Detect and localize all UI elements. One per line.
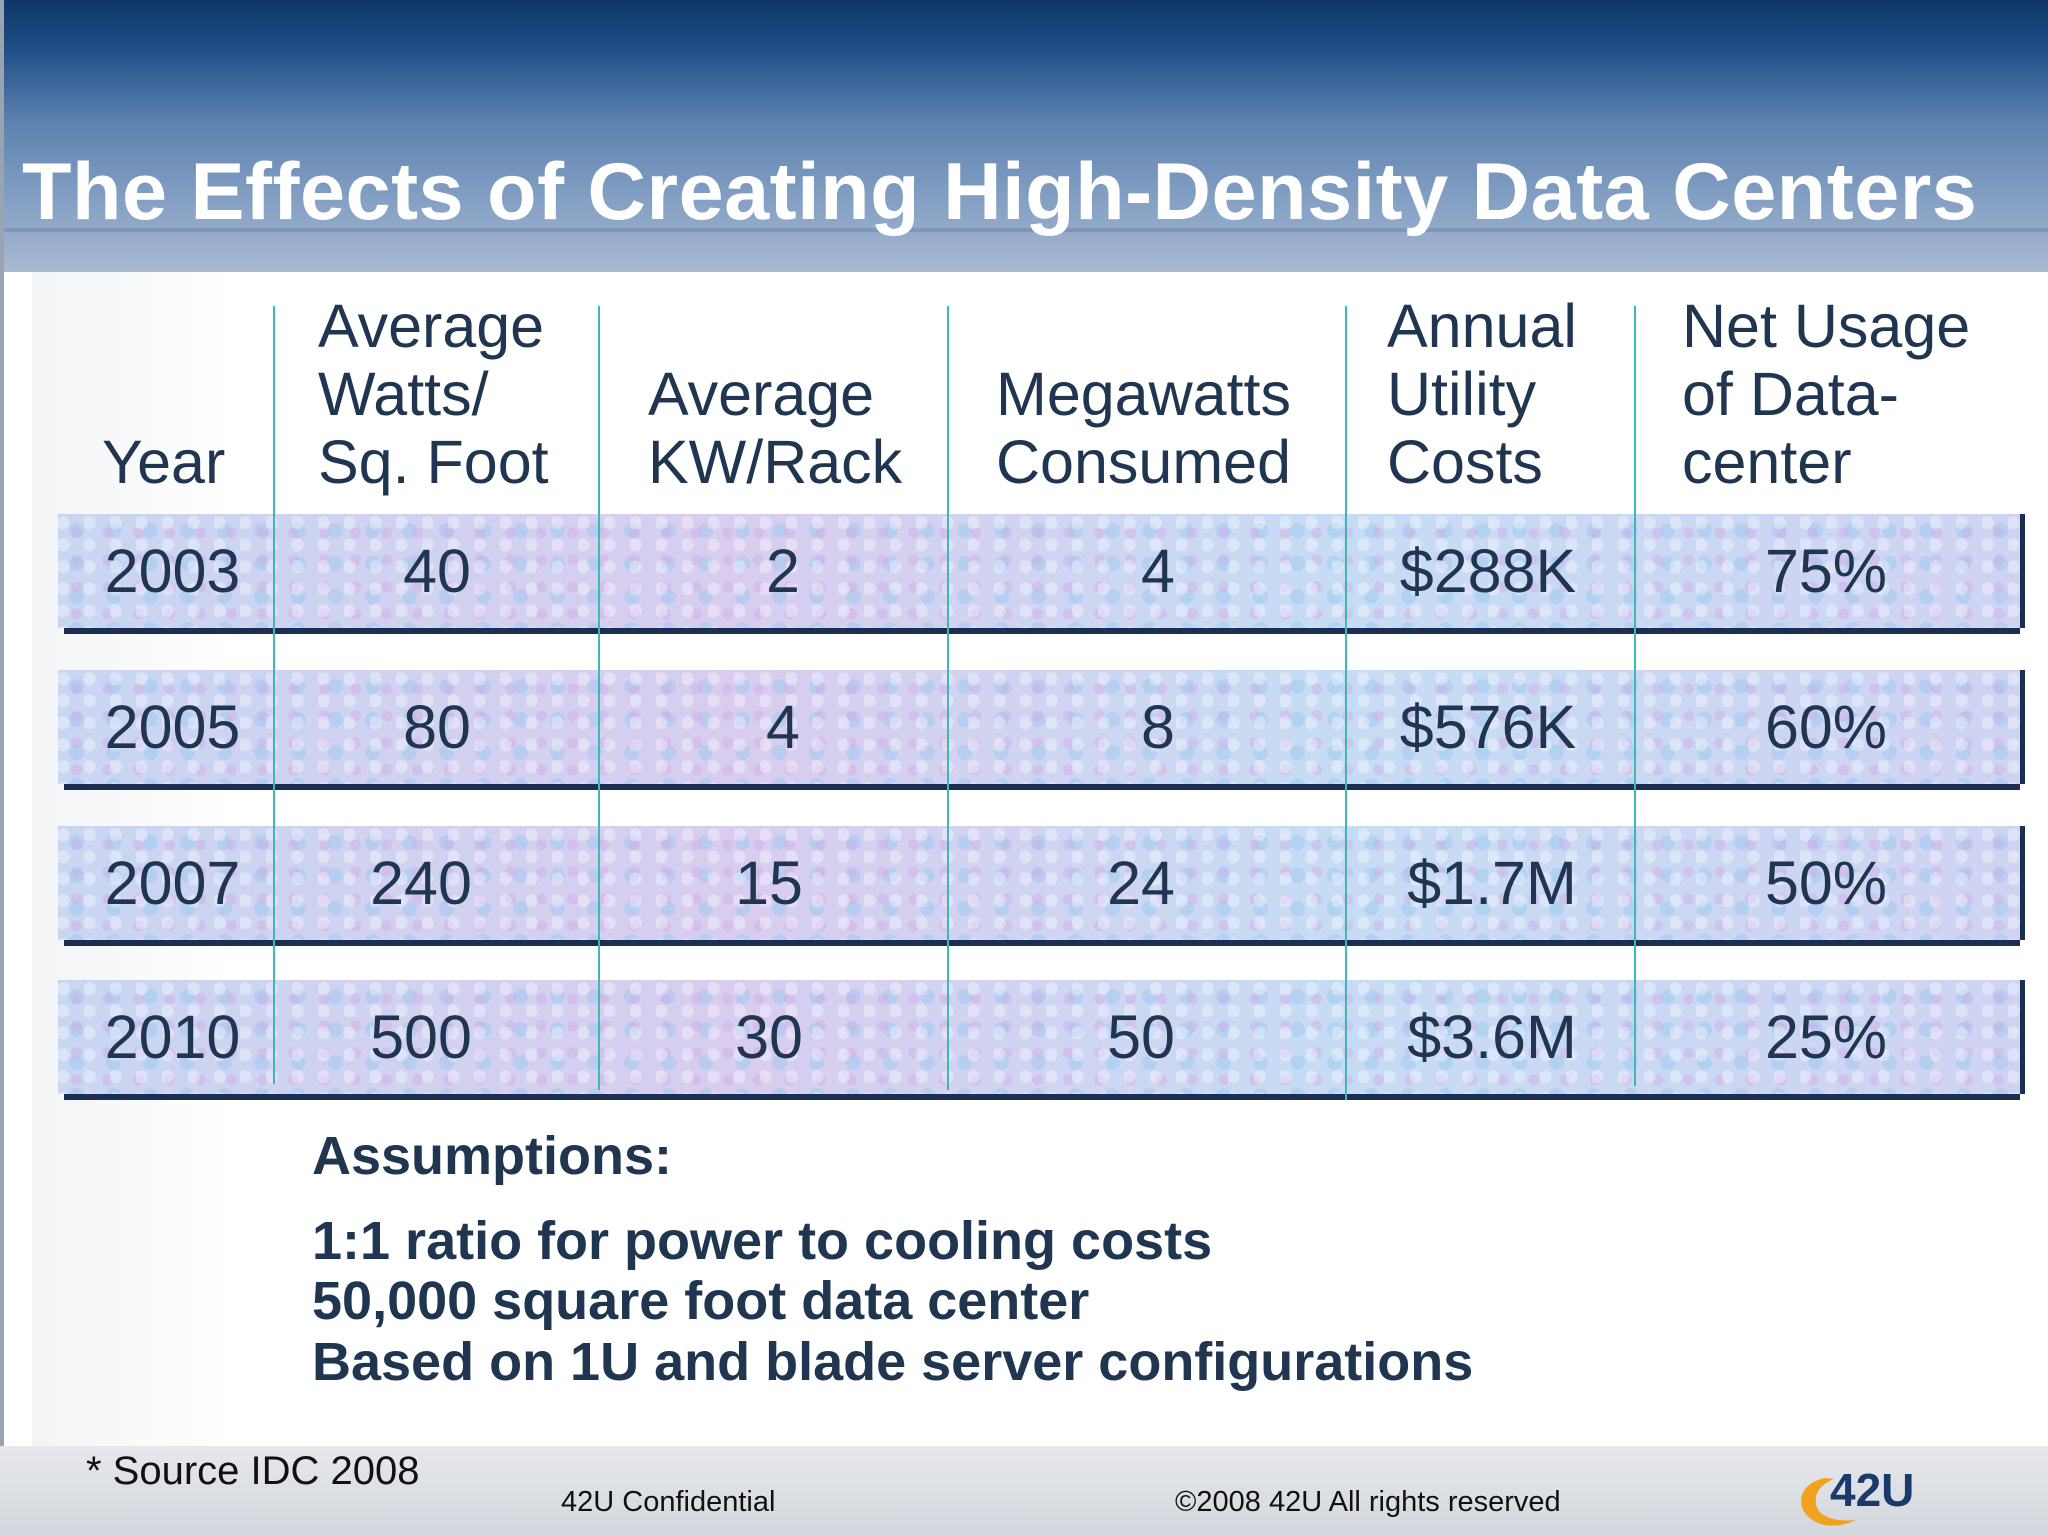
- cell-kw-per-rack: 4: [766, 693, 800, 761]
- cell-utility-costs: $576K: [1399, 693, 1577, 761]
- assumption-item: 1:1 ratio for power to cooling costs: [312, 1211, 1213, 1271]
- confidential-label: 42U Confidential: [561, 1486, 776, 1518]
- column-divider: [598, 306, 600, 1090]
- column-header-watts-per-sqft: Average Watts/ Sq. Foot: [318, 292, 549, 496]
- table-row-band: [58, 514, 2025, 628]
- cell-watts-per-sqft: 80: [403, 693, 471, 761]
- cell-watts-per-sqft: 240: [370, 849, 472, 917]
- column-divider: [273, 306, 275, 1084]
- title-bar: [0, 0, 2048, 272]
- column-header-year: Year: [102, 428, 226, 496]
- cell-megawatts: 50: [1107, 1003, 1175, 1071]
- row-shadow: [64, 628, 2020, 634]
- cell-watts-per-sqft: 40: [403, 537, 471, 605]
- column-header-utility-costs: Annual Utility Costs: [1387, 292, 1577, 496]
- row-shadow: [64, 784, 2020, 790]
- cell-megawatts: 24: [1107, 849, 1175, 917]
- cell-watts-per-sqft: 500: [370, 1003, 472, 1071]
- logo-swoosh: [1801, 1478, 1856, 1526]
- assumption-item: Based on 1U and blade server configurati…: [312, 1332, 1474, 1392]
- title-bar-rule: [0, 228, 2048, 232]
- assumptions-heading: Assumptions:: [312, 1126, 673, 1186]
- row-shadow: [64, 1094, 2020, 1100]
- table-row-band: [58, 980, 2025, 1094]
- column-divider: [1634, 306, 1636, 1086]
- row-shadow: [64, 940, 2020, 946]
- cell-utility-costs: $1.7M: [1407, 849, 1577, 917]
- cell-year: 2005: [104, 693, 241, 761]
- assumption-item: 50,000 square foot data center: [312, 1271, 1090, 1331]
- company-logo: 42U: [1801, 1464, 1914, 1526]
- cell-kw-per-rack: 15: [735, 849, 803, 917]
- cell-utility-costs: $3.6M: [1407, 1003, 1577, 1071]
- cell-net-usage: 50%: [1764, 849, 1888, 917]
- cell-year: 2010: [104, 1003, 241, 1071]
- column-divider: [1345, 306, 1347, 1100]
- source-note: * Source IDC 2008: [86, 1449, 420, 1493]
- column-header-net-usage: Net Usage of Data- center: [1682, 292, 1971, 496]
- cell-year: 2007: [104, 849, 241, 917]
- cell-megawatts: 8: [1141, 693, 1175, 761]
- cell-kw-per-rack: 2: [766, 537, 800, 605]
- cell-net-usage: 60%: [1764, 693, 1888, 761]
- cell-year: 2003: [104, 537, 241, 605]
- column-header-kw-per-rack: Average KW/Rack: [648, 360, 903, 496]
- slide-title: The Effects of Creating High-Density Dat…: [22, 147, 1978, 237]
- cell-net-usage: 75%: [1764, 537, 1888, 605]
- cell-net-usage: 25%: [1764, 1003, 1888, 1071]
- cell-kw-per-rack: 30: [735, 1003, 803, 1071]
- table-row-band: [58, 670, 2025, 784]
- cell-utility-costs: $288K: [1399, 537, 1577, 605]
- slide-edge: [0, 0, 4, 1536]
- footer-bar: [0, 1446, 2048, 1536]
- table-row-band: [58, 826, 2025, 940]
- column-header-megawatts: Megawatts Consumed: [996, 360, 1291, 496]
- copyright-label: ©2008 42U All rights reserved: [1175, 1486, 1561, 1518]
- logo-text: 42U: [1830, 1464, 1914, 1516]
- column-divider: [947, 306, 949, 1090]
- cell-megawatts: 4: [1141, 537, 1175, 605]
